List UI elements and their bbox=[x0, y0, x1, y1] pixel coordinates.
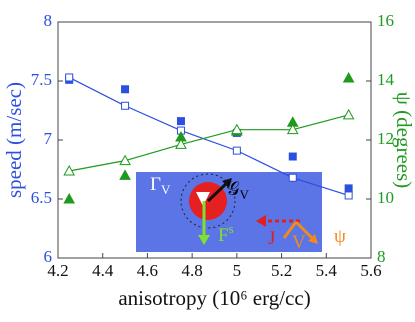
inset-label-main: F bbox=[218, 225, 229, 246]
x-tick-label: 5.2 bbox=[271, 261, 292, 280]
x-tick-label: 4.6 bbox=[137, 261, 158, 280]
y-tick-label: 8 bbox=[44, 11, 53, 30]
marker bbox=[344, 191, 353, 200]
series-line bbox=[68, 76, 349, 197]
marker bbox=[176, 117, 185, 126]
marker bbox=[65, 73, 74, 82]
x-tick-label: 4.4 bbox=[92, 261, 114, 280]
inset-label: Fs bbox=[218, 221, 234, 246]
inset-label: J bbox=[268, 228, 275, 249]
marker bbox=[175, 138, 187, 149]
marker bbox=[231, 123, 243, 135]
vortex-field bbox=[180, 173, 236, 229]
marker bbox=[119, 169, 131, 180]
inset-label: V bbox=[292, 232, 306, 253]
marker bbox=[121, 85, 130, 94]
y-tick-label: 7.5 bbox=[31, 70, 52, 89]
marker bbox=[232, 146, 241, 155]
y2-tick-label: 10 bbox=[377, 188, 394, 207]
y2-tick-label: 8 bbox=[377, 247, 386, 266]
inset bbox=[136, 172, 322, 252]
marker bbox=[63, 164, 76, 176]
angle-arrow bbox=[282, 221, 298, 239]
x-tick-label: 5 bbox=[233, 261, 242, 280]
gyro-arrow bbox=[206, 180, 230, 203]
inset-label-main: V bbox=[292, 232, 306, 253]
inset-label-main: J bbox=[268, 228, 275, 249]
y2-tick-label: 14 bbox=[377, 70, 395, 89]
inset-label: 𝒢V bbox=[226, 179, 250, 202]
inset-label-main: Γ bbox=[150, 174, 161, 195]
marker bbox=[121, 101, 130, 110]
x-axis-label: anisotropy (10⁶ erg/cc) bbox=[118, 286, 310, 310]
y2-tick-label: 12 bbox=[377, 129, 394, 148]
series-line bbox=[69, 114, 349, 172]
y-tick-label: 7 bbox=[44, 129, 53, 148]
marker bbox=[63, 192, 76, 204]
inset-label-main: ψ bbox=[334, 226, 346, 247]
x-tick-label: 5.6 bbox=[360, 261, 381, 280]
marker bbox=[119, 154, 131, 166]
inset-label: ψ bbox=[334, 226, 346, 247]
marker bbox=[286, 123, 299, 135]
x-tick-label: 4.2 bbox=[47, 261, 68, 280]
inset-label-sub: V bbox=[161, 182, 171, 197]
vortex-core bbox=[196, 192, 210, 206]
gyro-arrowhead bbox=[222, 178, 232, 188]
x-tick-label: 4.8 bbox=[182, 261, 203, 280]
inset-label-sup: s bbox=[229, 221, 234, 236]
inset-label-sub: V bbox=[240, 187, 250, 202]
marker bbox=[344, 184, 353, 193]
velocity-arrowhead bbox=[308, 234, 318, 244]
current-arrowhead bbox=[256, 215, 266, 227]
x-tick-label: 5.4 bbox=[316, 261, 338, 280]
velocity-arrow bbox=[294, 220, 316, 242]
force-arrowhead bbox=[198, 235, 210, 245]
inset-label-main: 𝒢 bbox=[226, 179, 240, 200]
y-tick-label: 6.5 bbox=[31, 188, 52, 207]
y2-axis-label: ψ (degrees) bbox=[392, 92, 415, 189]
marker bbox=[342, 72, 355, 83]
y-tick-label: 6 bbox=[44, 247, 53, 266]
marker bbox=[342, 108, 355, 120]
y2-tick-label: 16 bbox=[377, 11, 394, 30]
marker bbox=[288, 173, 297, 182]
inset-label: ΓV bbox=[150, 174, 171, 197]
marker bbox=[288, 152, 297, 161]
y-axis-label: speed (m/sec) bbox=[2, 82, 26, 198]
